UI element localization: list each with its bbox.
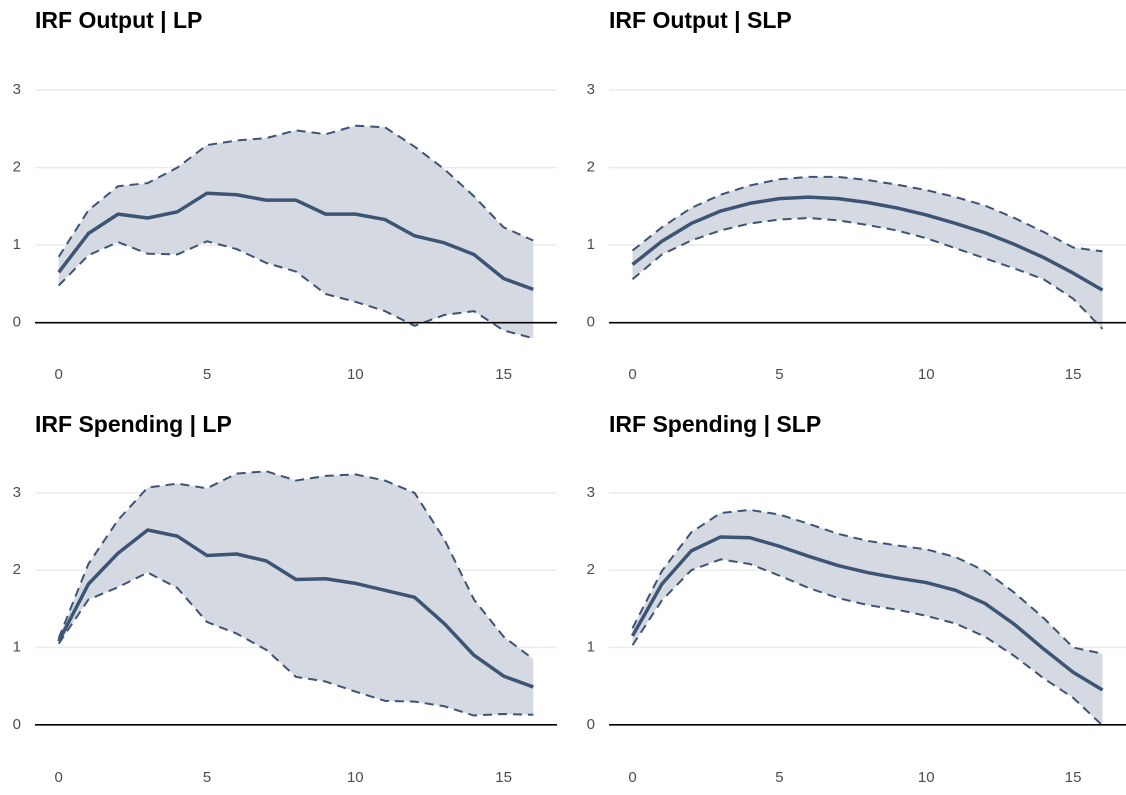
upper-bound <box>631 175 1103 253</box>
y-tick-label: 0 <box>13 314 21 331</box>
y-tick-label: 2 <box>13 561 21 578</box>
y-tick-label: 3 <box>587 484 595 501</box>
y-tick-label: 0 <box>13 716 21 733</box>
x-tick-label: 10 <box>918 769 935 786</box>
confidence-band <box>58 471 534 716</box>
y-tick-label: 1 <box>587 638 595 655</box>
lower-bound <box>58 240 534 340</box>
y-tick-label: 1 <box>13 638 21 655</box>
x-tick-label: 0 <box>55 366 63 383</box>
y-tick-label: 1 <box>587 236 595 253</box>
lower-bound <box>631 558 1104 727</box>
x-tick-label: 5 <box>775 769 783 786</box>
lower-bound <box>631 217 1104 330</box>
y-tick-label: 0 <box>587 314 595 331</box>
irf-line <box>631 195 1104 292</box>
y-tick-label: 0 <box>587 716 595 733</box>
y-tick-label: 2 <box>587 159 595 176</box>
x-tick-label: 0 <box>55 769 63 786</box>
x-tick-label: 5 <box>775 366 783 383</box>
confidence-band <box>632 176 1103 329</box>
x-tick-label: 15 <box>495 366 512 383</box>
confidence-band <box>58 125 534 339</box>
x-tick-label: 10 <box>347 366 364 383</box>
confidence-band <box>632 509 1103 726</box>
x-tick-label: 15 <box>1065 769 1082 786</box>
panel-title: IRF Spending | LP <box>35 411 232 437</box>
lower-bound <box>57 571 534 717</box>
panel-title: IRF Spending | SLP <box>609 411 821 437</box>
y-tick-label: 3 <box>587 81 595 98</box>
irf-line <box>57 528 534 689</box>
y-tick-label: 3 <box>13 484 21 501</box>
y-tick-label: 2 <box>13 159 21 176</box>
y-tick-label: 3 <box>13 81 21 98</box>
x-tick-label: 0 <box>628 769 636 786</box>
panel-title: IRF Output | SLP <box>609 7 792 33</box>
upper-bound <box>57 470 534 660</box>
panel-title: IRF Output | LP <box>35 7 202 33</box>
y-tick-label: 1 <box>13 236 21 253</box>
x-tick-label: 5 <box>203 769 211 786</box>
irf-line <box>630 535 1104 692</box>
x-tick-label: 10 <box>347 769 364 786</box>
x-tick-label: 15 <box>1065 366 1082 383</box>
y-tick-label: 2 <box>587 561 595 578</box>
irf-line <box>57 191 534 292</box>
x-tick-label: 5 <box>203 366 211 383</box>
upper-bound <box>57 124 534 258</box>
x-tick-label: 10 <box>918 366 935 383</box>
upper-bound <box>631 508 1103 655</box>
x-tick-label: 15 <box>495 769 512 786</box>
x-tick-label: 0 <box>628 366 636 383</box>
